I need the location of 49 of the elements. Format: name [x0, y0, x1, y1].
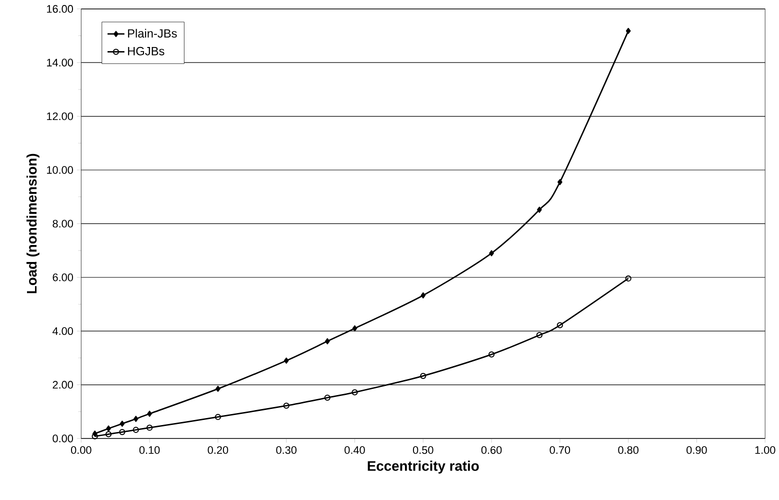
y-tick-label: 4.00	[52, 327, 74, 336]
x-tick-label: 0.90	[686, 446, 707, 454]
point	[214, 414, 222, 420]
point	[216, 386, 220, 392]
x-tick-label: 0.80	[618, 446, 638, 454]
point	[556, 322, 563, 328]
point	[352, 325, 358, 332]
x-tick-label: 0.10	[139, 446, 160, 454]
y-tick-label: 12.00	[47, 112, 74, 120]
point	[119, 429, 126, 436]
y-tick-label: 8.00	[52, 220, 74, 228]
point	[106, 426, 111, 432]
y-tick-label: 2.00	[52, 381, 74, 389]
x-axis-title: Eccentricity ratio	[368, 460, 479, 474]
x-tick-label: 0.20	[208, 446, 228, 454]
point	[536, 332, 542, 338]
point	[324, 338, 330, 344]
point	[420, 292, 426, 299]
x-tick-label: 0.70	[550, 446, 570, 454]
x-tick-label: 1.00	[755, 446, 776, 454]
point	[132, 426, 139, 434]
point	[120, 420, 125, 427]
point	[105, 431, 112, 438]
y-tick-label: 16.00	[47, 5, 74, 13]
y-axis-title: Load (nondimension)	[26, 154, 40, 294]
y-tick-label: 10.00	[47, 166, 74, 174]
point	[626, 28, 631, 34]
point	[420, 372, 426, 380]
y-tick-label: 0.00	[52, 434, 74, 442]
y-tick-label: 14.00	[47, 58, 74, 67]
point	[488, 351, 495, 358]
legend-label: HGJBs	[128, 47, 164, 56]
x-tick-label: 0.60	[481, 446, 502, 454]
point	[147, 410, 152, 417]
legend-label: Plain-JBs	[128, 29, 177, 38]
point	[283, 402, 290, 409]
x-tick-label: 0.00	[70, 446, 92, 454]
x-tick-label: 0.40	[344, 446, 365, 454]
point	[284, 358, 289, 364]
point	[324, 394, 330, 401]
point	[146, 424, 153, 431]
point	[557, 179, 562, 186]
y-tick-label: 6.00	[52, 274, 74, 282]
point	[536, 206, 542, 213]
point	[489, 250, 494, 256]
x-tick-label: 0.30	[276, 446, 297, 454]
point	[133, 416, 138, 422]
x-tick-label: 0.50	[412, 446, 434, 454]
point	[352, 389, 358, 396]
